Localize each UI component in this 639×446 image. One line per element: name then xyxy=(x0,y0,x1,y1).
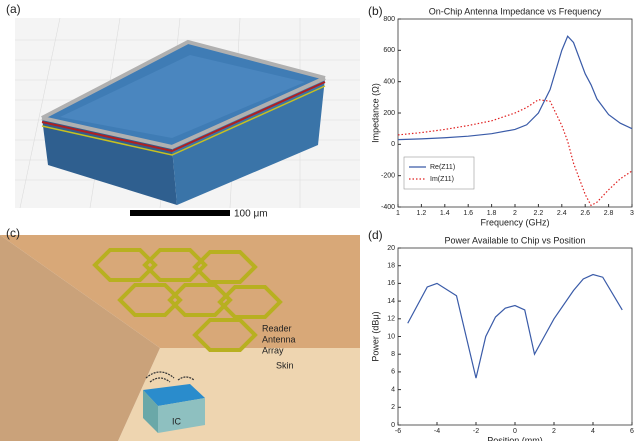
x-tick-label: 2.4 xyxy=(557,210,567,217)
line-series xyxy=(398,36,632,139)
x-tick-label: 1 xyxy=(396,210,400,217)
y-tick-label: 8 xyxy=(391,351,395,358)
x-tick-label: 1.6 xyxy=(463,210,473,217)
chart-title: On-Chip Antenna Impedance vs Frequency xyxy=(429,6,602,16)
y-axis-label: Impedance (Ω) xyxy=(370,83,380,143)
y-tick-label: 600 xyxy=(383,47,395,54)
legend-label: Im(Z11) xyxy=(430,176,454,183)
x-tick-label: 2 xyxy=(513,210,517,217)
y-axis-label: Power (dBμ) xyxy=(370,311,380,361)
figure: (a) (b) (c) (d) 100 μm Reader Antenna Ar… xyxy=(0,0,639,441)
y-tick-label: -200 xyxy=(381,173,395,180)
y-tick-label: 18 xyxy=(387,263,395,270)
legend-label: Re(Z11) xyxy=(430,164,455,171)
x-tick-label: 0 xyxy=(513,428,517,435)
chip-label: IC xyxy=(172,416,182,426)
panel-label: (c) xyxy=(6,226,20,240)
x-axis-label: Position (mm) xyxy=(487,435,543,441)
antenna-label: Antenna xyxy=(262,334,296,344)
y-tick-label: 16 xyxy=(387,280,395,287)
y-tick-label: 2 xyxy=(391,404,395,411)
y-tick-label: 400 xyxy=(383,79,395,86)
scale-bar-label: 100 μm xyxy=(234,209,268,220)
legend-box xyxy=(404,157,474,189)
antenna-label: Reader xyxy=(262,323,292,333)
x-tick-label: -6 xyxy=(395,428,401,435)
x-tick-label: 2.2 xyxy=(534,210,544,217)
skin-illustration xyxy=(0,235,360,441)
x-tick-label: 4 xyxy=(591,428,595,435)
x-axis-label: Frequency (GHz) xyxy=(480,217,549,227)
line-series xyxy=(408,275,623,379)
panel-label: (b) xyxy=(368,4,383,18)
y-tick-label: 800 xyxy=(383,16,395,23)
x-tick-label: 1.4 xyxy=(440,210,450,217)
y-tick-label: 6 xyxy=(391,369,395,376)
y-tick-label: 12 xyxy=(387,316,395,323)
x-tick-label: 1.8 xyxy=(487,210,497,217)
chart-title: Power Available to Chip vs Position xyxy=(445,235,586,245)
plot-frame xyxy=(398,248,632,425)
y-tick-label: -400 xyxy=(381,204,395,211)
y-tick-label: 0 xyxy=(391,422,395,429)
y-tick-label: 10 xyxy=(387,333,395,340)
skin-label: Skin xyxy=(276,360,294,370)
x-tick-label: -4 xyxy=(434,428,440,435)
panel-label: (a) xyxy=(6,2,21,16)
y-tick-label: 4 xyxy=(391,386,395,393)
chip-render xyxy=(15,18,360,216)
x-tick-label: 6 xyxy=(630,428,634,435)
line-series xyxy=(398,100,632,206)
x-tick-label: 3 xyxy=(630,210,634,217)
x-tick-label: -2 xyxy=(473,428,479,435)
panel-label: (d) xyxy=(368,228,383,242)
x-tick-label: 2.8 xyxy=(604,210,614,217)
x-tick-label: 2 xyxy=(552,428,556,435)
x-tick-label: 2.6 xyxy=(580,210,590,217)
y-tick-label: 200 xyxy=(383,110,395,117)
y-tick-label: 20 xyxy=(387,245,395,252)
x-tick-label: 1.2 xyxy=(417,210,427,217)
y-tick-label: 14 xyxy=(387,298,395,305)
y-tick-label: 0 xyxy=(391,141,395,148)
antenna-label: Array xyxy=(262,345,284,355)
